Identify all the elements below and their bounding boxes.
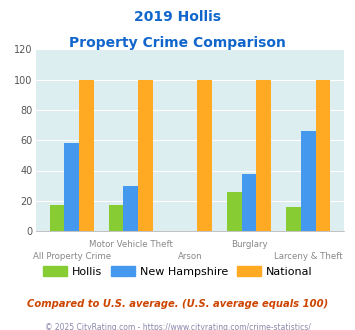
Bar (286, 207, 301, 231)
Bar (301, 131, 316, 231)
Bar (242, 174, 256, 231)
Text: Compared to U.S. average. (U.S. average equals 100): Compared to U.S. average. (U.S. average … (27, 299, 328, 309)
Text: Property Crime Comparison: Property Crime Comparison (69, 36, 286, 50)
Bar (109, 205, 124, 231)
Text: Arson: Arson (178, 252, 202, 261)
Text: Burglary: Burglary (231, 240, 267, 249)
Bar (79, 80, 94, 231)
Legend: Hollis, New Hampshire, National: Hollis, New Hampshire, National (38, 261, 317, 281)
Text: © 2025 CityRating.com - https://www.cityrating.com/crime-statistics/: © 2025 CityRating.com - https://www.city… (45, 323, 310, 330)
Bar (138, 80, 153, 231)
Bar (124, 185, 138, 231)
Bar (227, 192, 242, 231)
Bar (50, 205, 64, 231)
Text: 2019 Hollis: 2019 Hollis (134, 10, 221, 24)
Bar (197, 80, 212, 231)
Bar (64, 143, 79, 231)
Bar (316, 80, 330, 231)
Bar (256, 80, 271, 231)
Text: Larceny & Theft: Larceny & Theft (274, 252, 343, 261)
Text: Motor Vehicle Theft: Motor Vehicle Theft (89, 240, 173, 249)
Text: All Property Crime: All Property Crime (33, 252, 111, 261)
